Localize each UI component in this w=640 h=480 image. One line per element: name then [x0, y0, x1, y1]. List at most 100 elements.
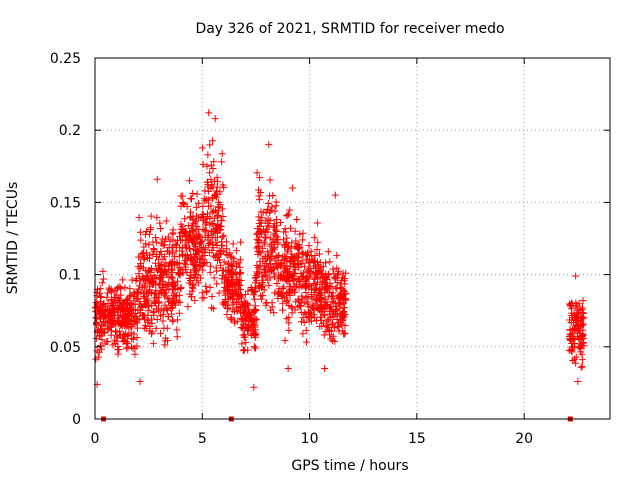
- data-point: [338, 274, 346, 282]
- data-point: [208, 292, 216, 300]
- chart-title: Day 326 of 2021, SRMTID for receiver med…: [195, 21, 504, 37]
- data-point: [299, 236, 307, 244]
- data-point: [271, 231, 279, 239]
- data-point: [178, 236, 186, 244]
- data-point: [104, 305, 112, 313]
- data-point: [128, 276, 136, 284]
- data-point: [288, 304, 296, 312]
- data-point: [261, 266, 269, 274]
- data-point: [190, 239, 198, 247]
- data-point: [320, 331, 328, 339]
- data-point: [572, 299, 580, 307]
- data-point: [578, 356, 586, 364]
- data-point: [177, 265, 185, 273]
- data-point: [579, 326, 587, 334]
- data-point: [232, 247, 240, 255]
- data-point: [147, 265, 155, 273]
- data-point: [311, 262, 319, 270]
- data-point: [213, 251, 221, 259]
- data-point: [109, 301, 117, 309]
- data-point: [146, 327, 154, 335]
- data-point: [310, 275, 318, 283]
- data-point: [333, 264, 341, 272]
- data-point: [212, 267, 220, 275]
- data-point: [145, 277, 153, 285]
- data-point: [206, 283, 214, 291]
- data-point: [216, 201, 224, 209]
- data-point: [183, 269, 191, 277]
- data-point: [279, 299, 287, 307]
- data-point: [198, 144, 206, 152]
- data-point: [130, 330, 138, 338]
- data-point: [304, 293, 312, 301]
- data-point: [338, 321, 346, 329]
- data-point: [114, 350, 122, 358]
- data-point: [107, 297, 115, 305]
- data-point: [204, 187, 212, 195]
- data-point: [187, 194, 195, 202]
- data-point: [223, 311, 231, 319]
- data-point: [114, 343, 122, 351]
- data-point: [161, 268, 169, 276]
- data-point: [218, 158, 226, 166]
- data-point: [261, 240, 269, 248]
- data-point: [277, 259, 285, 267]
- data-point: [220, 183, 228, 191]
- data-point: [140, 294, 148, 302]
- data-point: [572, 272, 580, 280]
- data-point: [152, 324, 160, 332]
- data-point: [290, 274, 298, 282]
- data-point: [271, 260, 279, 268]
- data-point: [94, 353, 102, 361]
- data-point: [136, 228, 144, 236]
- data-point: [123, 332, 131, 340]
- data-point: [326, 310, 334, 318]
- data-point: [128, 343, 136, 351]
- data-point: [113, 305, 121, 313]
- data-point: [136, 282, 144, 290]
- data-point: [139, 250, 147, 258]
- data-point: [135, 315, 143, 323]
- data-point: [218, 233, 226, 241]
- data-point: [161, 253, 169, 261]
- data-point: [271, 207, 279, 215]
- data-point: [203, 287, 211, 295]
- data-point: [99, 301, 107, 309]
- data-point: [118, 299, 126, 307]
- data-point: [193, 190, 201, 198]
- data-point: [317, 288, 325, 296]
- data-point: [135, 270, 143, 278]
- data-point: [321, 364, 329, 372]
- data-point: [203, 178, 211, 186]
- data-point: [259, 245, 267, 253]
- data-point: [227, 294, 235, 302]
- data-point: [304, 274, 312, 282]
- data-point: [114, 312, 122, 320]
- data-point: [192, 203, 200, 211]
- data-point: [292, 237, 300, 245]
- data-point: [258, 278, 266, 286]
- y-tick-label: 0.25: [50, 51, 81, 67]
- data-point: [234, 276, 242, 284]
- data-point: [238, 294, 246, 302]
- data-point: [207, 161, 215, 169]
- data-point: [252, 274, 260, 282]
- data-point: [185, 279, 193, 287]
- data-point: [298, 283, 306, 291]
- data-point: [189, 245, 197, 253]
- data-point: [153, 175, 161, 183]
- data-point: [144, 267, 152, 275]
- data-point: [252, 344, 260, 352]
- data-point: [283, 315, 291, 323]
- data-point: [317, 270, 325, 278]
- data-point: [233, 295, 241, 303]
- data-point: [267, 252, 275, 260]
- data-point: [263, 299, 271, 307]
- data-point: [175, 260, 183, 268]
- data-point: [229, 240, 237, 248]
- data-point: [254, 270, 262, 278]
- data-point: [200, 294, 208, 302]
- data-point: [310, 234, 318, 242]
- data-point: [317, 313, 325, 321]
- data-point: [332, 284, 340, 292]
